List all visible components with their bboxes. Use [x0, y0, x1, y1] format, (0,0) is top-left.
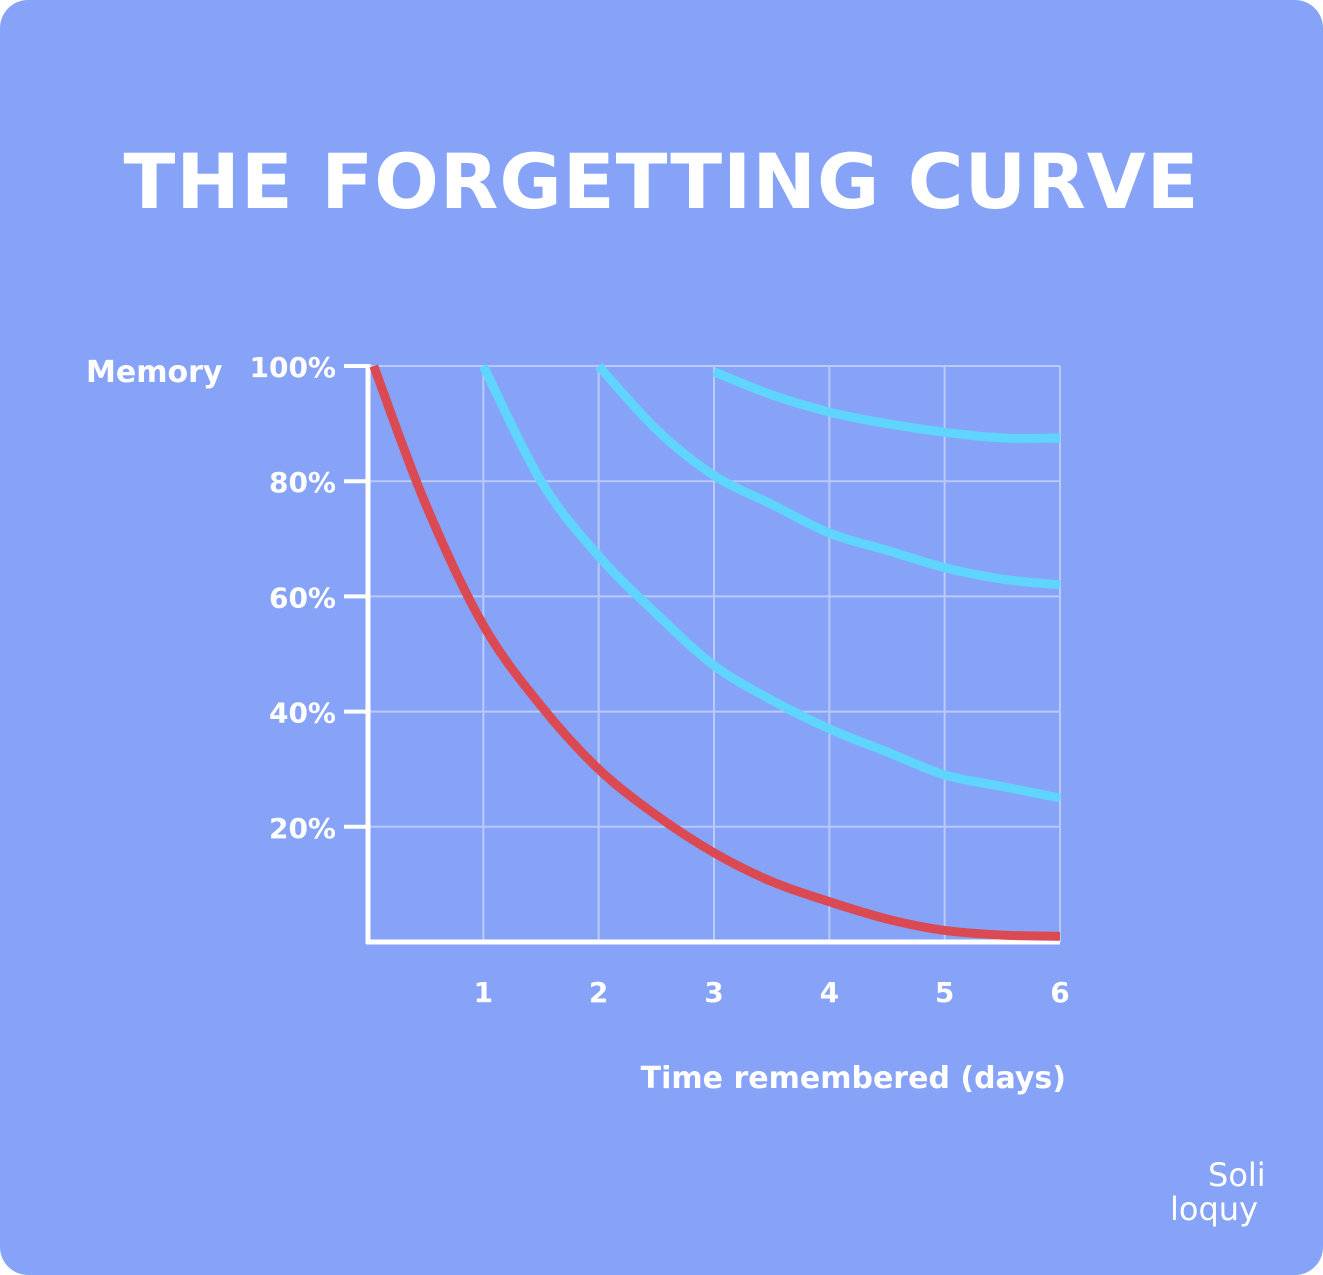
series-line-review-3: [712, 367, 1061, 443]
x-tick-label: 5: [935, 976, 954, 1009]
y-tick-label: 100%: [249, 351, 336, 384]
x-tick-label: 4: [820, 976, 839, 1009]
series-line-initial: [369, 364, 1061, 941]
soliloquy-logo: Soli loquy: [1168, 1158, 1288, 1238]
x-axis-label: Time remembered (days): [641, 1061, 1066, 1096]
axes: [344, 364, 1060, 945]
y-tick-label: 80%: [269, 466, 336, 499]
y-tick-label: 60%: [269, 581, 336, 614]
x-tick-label: 2: [589, 976, 608, 1009]
chart-title: THE FORGETTING CURVE: [123, 137, 1200, 226]
series-line-review-2: [595, 362, 1061, 590]
grid: [368, 365, 1061, 942]
x-tick-label: 6: [1050, 976, 1069, 1009]
x-tick-label: 3: [704, 976, 723, 1009]
y-tick-label: 40%: [269, 697, 336, 730]
x-tick-label: 1: [474, 976, 493, 1009]
series-line-review-1: [479, 363, 1061, 803]
series-lines: [369, 362, 1061, 941]
y-axis-label: Memory: [86, 355, 223, 390]
logo-line-2: loquy: [1170, 1190, 1258, 1228]
logo-line-1: Soli: [1208, 1156, 1266, 1194]
axis-labels: Memory Time remembered (days) 1 2 3 4 5 6 20% 4…: [86, 351, 1070, 1096]
y-tick-label: 20%: [269, 812, 336, 845]
